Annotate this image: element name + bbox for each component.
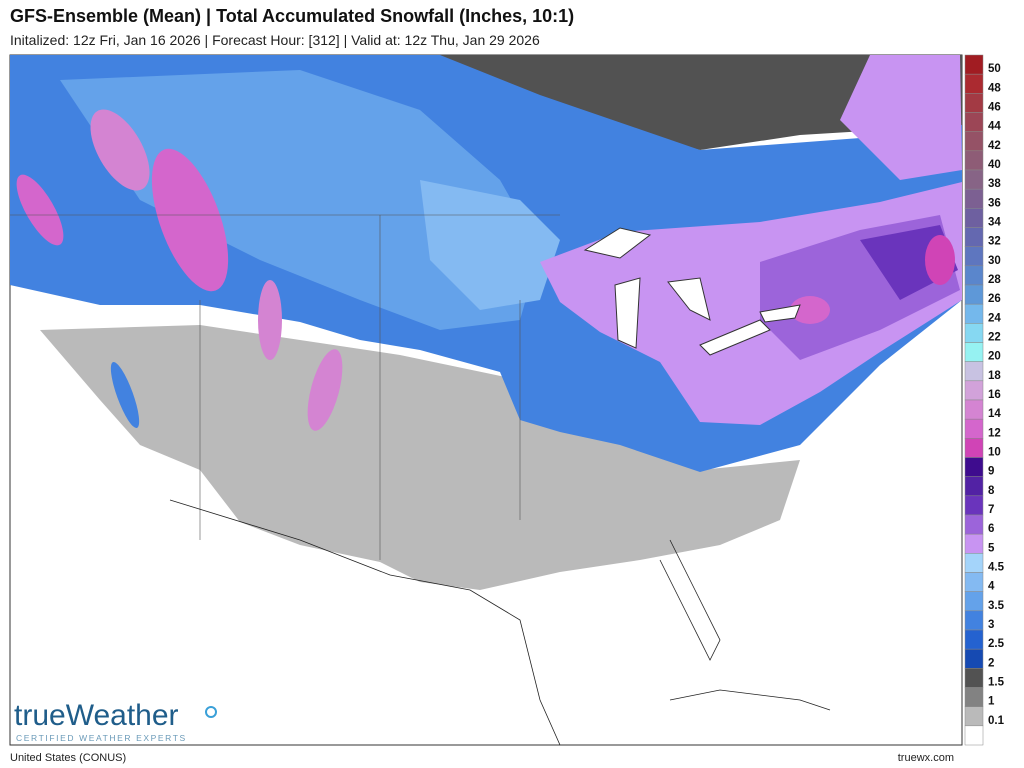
legend-label: 1.5 — [988, 677, 1005, 689]
legend-swatch — [964, 188, 984, 209]
legend-swatch — [964, 648, 984, 669]
legend-label: 48 — [988, 82, 1001, 94]
legend-swatch — [964, 438, 984, 458]
legend-swatch — [964, 495, 984, 516]
legend-swatch — [964, 169, 984, 190]
legend-swatch — [964, 668, 984, 688]
legend-label: 8 — [988, 485, 995, 497]
legend-swatch — [964, 725, 984, 746]
legend-swatch — [964, 572, 984, 592]
legend-swatch — [964, 687, 984, 707]
legend-swatch — [964, 514, 984, 535]
legend-label: 40 — [988, 159, 1001, 171]
legend-swatch — [964, 342, 984, 362]
legend-swatch — [964, 73, 984, 94]
legend-label: 10 — [988, 447, 1001, 459]
legend-swatch — [964, 591, 984, 612]
legend-swatch — [964, 399, 984, 420]
legend-swatch — [964, 227, 984, 247]
legend-label: 38 — [988, 178, 1001, 190]
legend-label: 32 — [988, 236, 1001, 248]
legend-label: 22 — [988, 332, 1001, 344]
legend-label: 20 — [988, 351, 1001, 363]
legend-label: 28 — [988, 274, 1001, 286]
legend-label: 1 — [988, 696, 995, 708]
legend-label: 14 — [988, 408, 1001, 420]
legend-label: 2.5 — [988, 638, 1005, 650]
legend-label: 6 — [988, 523, 994, 535]
legend-label: 42 — [988, 140, 1001, 152]
legend-label: 46 — [988, 102, 1001, 114]
legend-label: 18 — [988, 370, 1001, 382]
legend-swatch — [964, 553, 984, 573]
legend-swatch — [964, 476, 984, 497]
legend-swatch — [964, 533, 984, 554]
legend-swatch — [964, 246, 984, 267]
legend-label: 26 — [988, 293, 1001, 305]
legend-swatch — [964, 93, 984, 113]
logo-tagline: CERTIFIED WEATHER EXPERTS — [16, 733, 187, 743]
legend-swatch — [964, 457, 984, 477]
legend-swatch — [964, 610, 984, 631]
legend-swatch — [964, 265, 984, 286]
legend-swatch — [964, 208, 984, 228]
footer-region: United States (CONUS) — [10, 752, 127, 764]
legend-swatch — [964, 54, 984, 75]
legend-label: 44 — [988, 121, 1001, 133]
legend-swatch — [964, 303, 984, 324]
legend-swatch — [964, 323, 984, 343]
legend-label: 7 — [988, 504, 994, 516]
legend-swatch — [964, 131, 984, 152]
legend-swatch — [964, 361, 984, 382]
legend-swatch — [964, 629, 984, 650]
legend-label: 3.5 — [988, 600, 1005, 612]
map-subtitle: Initalized: 12z Fri, Jan 16 2026 | Forec… — [10, 32, 540, 48]
legend-swatch — [964, 418, 984, 439]
legend-swatch — [964, 284, 984, 305]
legend-label: 12 — [988, 427, 1001, 439]
legend-label: 36 — [988, 197, 1001, 209]
legend-swatch — [964, 706, 984, 727]
legend-swatch — [964, 112, 984, 132]
legend-label: 9 — [988, 466, 994, 478]
legend-label: 2 — [988, 657, 994, 669]
legend-label: 16 — [988, 389, 1001, 401]
legend-label: 0.1 — [988, 715, 1005, 727]
legend-label: 50 — [988, 63, 1001, 75]
logo: trueWeather CERTIFIED WEATHER EXPERTS — [14, 699, 217, 743]
legend-label: 24 — [988, 312, 1001, 324]
legend-label: 3 — [988, 619, 994, 631]
legend-label: 30 — [988, 255, 1001, 267]
logo-name: trueWeather — [14, 699, 179, 732]
legend: 5048464442403836343230282624222018161412… — [964, 54, 1005, 746]
legend-label: 4 — [988, 581, 995, 593]
legend-swatch — [964, 380, 984, 401]
legend-swatch — [964, 150, 984, 171]
map-title: GFS-Ensemble (Mean) | Total Accumulated … — [10, 6, 575, 26]
legend-label: 34 — [988, 217, 1001, 229]
legend-label: 5 — [988, 542, 995, 554]
legend-label: 4.5 — [988, 562, 1005, 574]
footer-site: truewx.com — [897, 752, 954, 764]
map-area — [9, 54, 963, 746]
